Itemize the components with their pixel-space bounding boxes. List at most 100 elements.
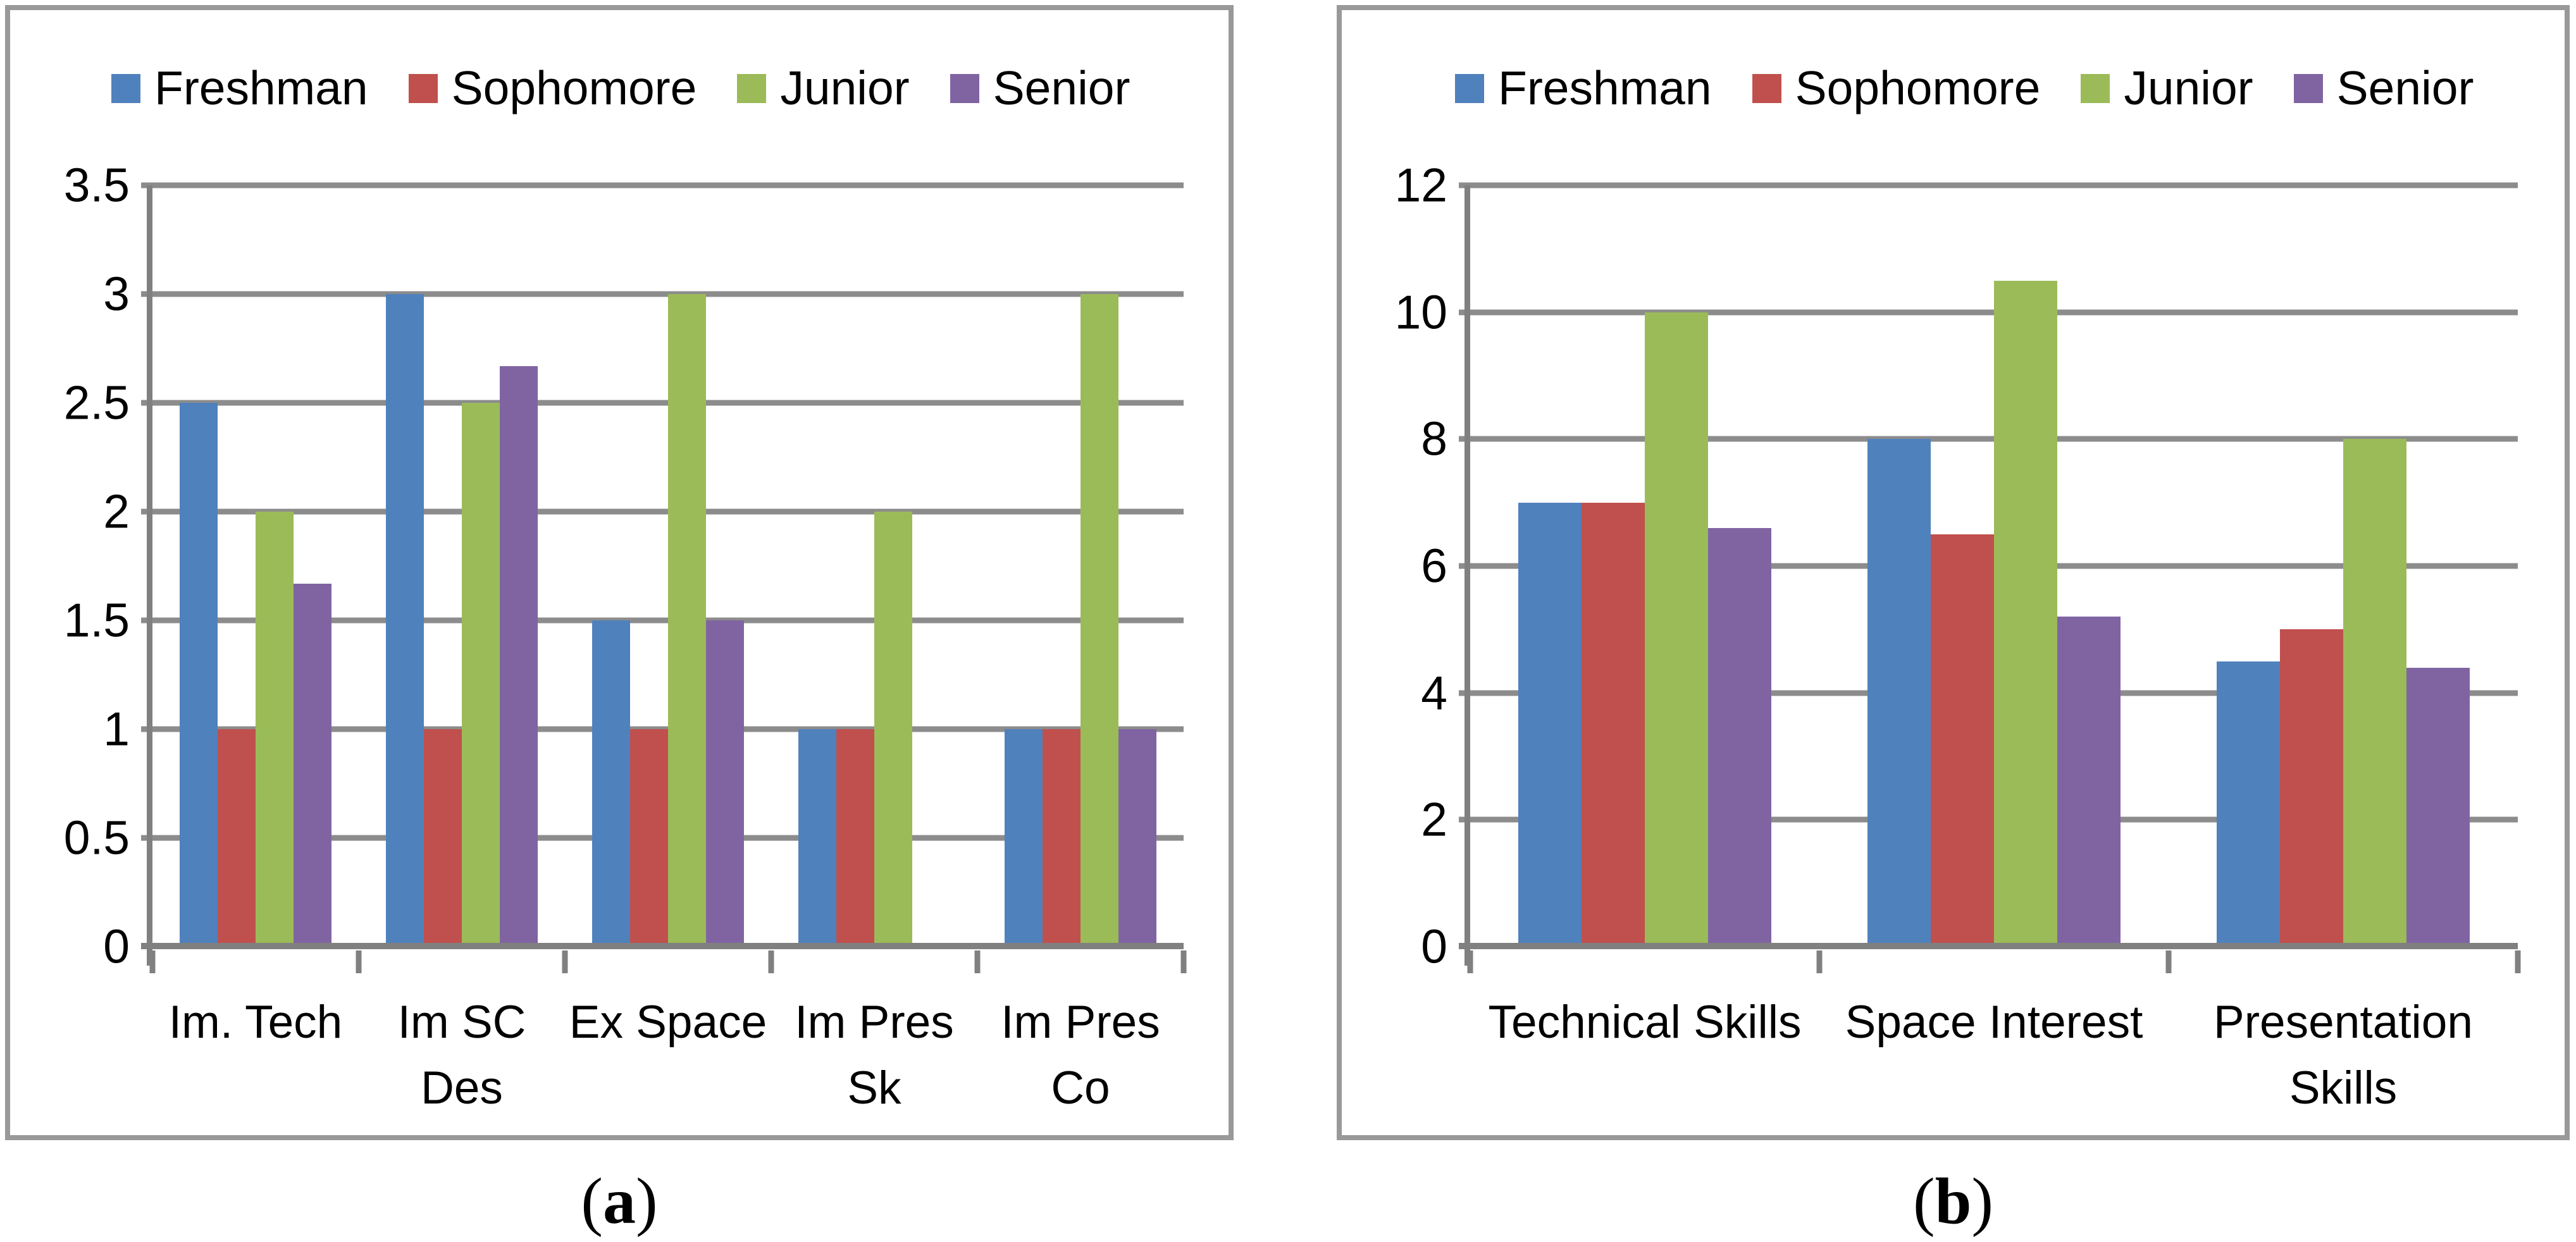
gridline-y-3 (141, 291, 1184, 297)
legend-item-sophomore: Sophomore (1752, 61, 2041, 114)
x-axis-tick-2 (562, 950, 568, 973)
legend-label-sophomore: Sophomore (451, 61, 697, 114)
legend-label-junior: Junior (2124, 61, 2253, 114)
bars-a (152, 185, 1184, 947)
legend-swatch-freshman (1455, 73, 1484, 103)
bar-junior-presentation-skills (2343, 439, 2406, 947)
bar-freshman-im-pres-co (1005, 729, 1043, 947)
bars-b (1470, 185, 2518, 947)
bar-senior-space-interest (2057, 617, 2121, 947)
chart-panel-a: Freshman Sophomore Junior Senior 0 0.5 1 1.5 2 2… (5, 5, 1234, 1140)
caption-b: (b) (1337, 1169, 2570, 1234)
y-tick-label-2: 2 (103, 484, 130, 538)
plot-area-b: Technical Skills Space Interest Presentati… (1459, 182, 2521, 1114)
y-tick-label-3.5: 3.5 (63, 158, 130, 212)
bar-group-presentation-skills (2169, 185, 2518, 947)
x-axis-tick-1 (356, 950, 362, 973)
legend-label-senior: Senior (2336, 61, 2474, 114)
x-axis-tick-4 (974, 950, 981, 973)
y-axis-labels-a: 0 0.5 1 1.5 2 2.5 3 3.5 (10, 161, 130, 970)
legend-label-freshman: Freshman (1498, 61, 1712, 114)
y-tick-label-2.5: 2.5 (63, 376, 130, 429)
bar-freshman-space-interest (1867, 439, 1931, 947)
legend-item-senior: Senior (2293, 61, 2474, 114)
bar-sophomore-im-pres-co (1043, 729, 1081, 947)
legend-label-freshman: Freshman (154, 61, 368, 114)
legend-item-sophomore: Sophomore (408, 61, 697, 114)
bar-freshman-ex-space (592, 620, 630, 947)
bar-group-technical-skills (1470, 185, 1819, 947)
caption-b-close-paren: ) (1971, 1165, 1994, 1238)
gridline-y-2.5 (141, 400, 1184, 406)
caption-a-open-paren: ( (581, 1165, 603, 1238)
caption-a: (a) (5, 1169, 1234, 1234)
legend-item-senior: Senior (950, 65, 1130, 112)
bar-junior-technical-skills (1645, 312, 1708, 947)
gridline-y-1.5 (141, 617, 1184, 624)
bar-sophomore-im-pres-sk (836, 729, 874, 947)
y-axis-line-b (1464, 185, 1470, 966)
caption-a-close-paren: ) (636, 1165, 658, 1238)
y-tick-label-4: 4 (1421, 666, 1447, 720)
x-axis-tick-0 (1467, 950, 1473, 973)
bar-sophomore-im-sc-des (424, 729, 462, 947)
x-axis-tick-3 (2515, 950, 2521, 973)
bar-junior-im-pres-co (1081, 294, 1118, 947)
x-category-label-im-pres-co: Im Pres Co (1001, 997, 1160, 1114)
caption-b-open-paren: ( (1912, 1165, 1935, 1238)
bar-sophomore-presentation-skills (2280, 629, 2343, 947)
legend-item-junior: Junior (2081, 65, 2253, 112)
bar-group-im-pres-sk (771, 185, 977, 947)
bar-senior-presentation-skills (2406, 667, 2470, 947)
x-category-label-im-sc-des: Im SC Des (397, 997, 526, 1114)
legend-b: Freshman Sophomore Junior Senior (1455, 65, 2474, 112)
y-axis-line-a (147, 185, 152, 966)
legend-label-junior: Junior (780, 61, 910, 114)
x-category-label-ex-space: Ex Space (569, 997, 767, 1048)
y-tick-label-0: 0 (103, 919, 130, 973)
x-axis-tick-5 (1180, 950, 1187, 973)
bar-freshman-im-sc-des (386, 294, 424, 947)
bar-freshman-im-tech (180, 403, 218, 947)
chart-panel-b: Freshman Sophomore Junior Senior 0 2 4 6 8 10 12 … (1337, 5, 2570, 1140)
bar-freshman-presentation-skills (2217, 661, 2280, 947)
x-axis-tick-0 (149, 950, 156, 973)
y-tick-label-3: 3 (103, 267, 130, 321)
bar-senior-im-pres-co (1118, 729, 1156, 947)
y-tick-label-12: 12 (1394, 158, 1447, 212)
bar-senior-im-tech (294, 583, 331, 947)
y-tick-label-10: 10 (1394, 285, 1447, 339)
bar-group-im-sc-des (359, 185, 565, 947)
x-category-label-im-pres-sk: Im Pres Sk (795, 997, 954, 1114)
bar-junior-im-tech (256, 512, 294, 947)
bar-junior-im-pres-sk (874, 512, 912, 947)
x-axis-tick-3 (768, 950, 774, 973)
y-tick-label-1: 1 (103, 702, 130, 756)
gridline-y-10 (1459, 309, 2518, 316)
gridline-y-12 (1459, 182, 2518, 188)
legend-a: Freshman Sophomore Junior Senior (111, 65, 1130, 112)
bar-junior-ex-space (668, 294, 706, 947)
bar-sophomore-ex-space (630, 729, 668, 947)
bar-freshman-technical-skills (1518, 502, 1582, 947)
x-category-label-technical-skills: Technical Skills (1488, 997, 1802, 1048)
legend-item-freshman: Freshman (111, 65, 368, 112)
bar-sophomore-technical-skills (1582, 502, 1645, 947)
y-tick-label-2: 2 (1421, 792, 1447, 846)
legend-swatch-junior (737, 73, 767, 103)
bar-freshman-im-pres-sk (798, 729, 836, 947)
gridline-y-8 (1459, 436, 2518, 442)
y-tick-label-0.5: 0.5 (63, 811, 130, 864)
legend-swatch-sophomore (408, 73, 438, 103)
x-axis-line-a (141, 943, 1184, 949)
x-axis-tick-2 (2165, 950, 2172, 973)
bar-group-im-pres-co (977, 185, 1184, 947)
legend-swatch-senior (2293, 73, 2323, 103)
legend-label-sophomore: Sophomore (1795, 61, 2041, 114)
legend-swatch-junior (2081, 73, 2110, 103)
caption-a-letter: a (603, 1165, 636, 1238)
x-axis-tick-1 (1816, 950, 1823, 973)
bar-senior-ex-space (706, 620, 744, 947)
legend-swatch-senior (950, 73, 979, 103)
